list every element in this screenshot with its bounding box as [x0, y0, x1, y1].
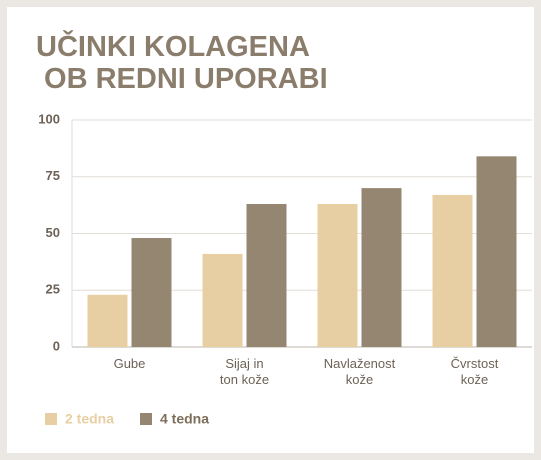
x-tick-label: Čvrstost kože [450, 356, 499, 387]
legend-label: 2 tedna [65, 411, 114, 427]
bar [246, 203, 287, 347]
x-tick-label: Sijaj in ton kože [219, 356, 270, 387]
x-tick-label: Gube [113, 356, 146, 371]
y-tick-label: 100 [38, 111, 60, 126]
legend-swatch [45, 413, 57, 425]
legend-label: 4 tedna [160, 411, 209, 427]
bar [202, 253, 243, 347]
bar [361, 188, 402, 347]
chart-title: UČINKI KOLAGENA OB REDNI UPORABI [36, 29, 328, 95]
bar [317, 203, 358, 347]
y-tick-label: 0 [53, 338, 60, 353]
legend-swatch [140, 413, 152, 425]
bar [432, 194, 473, 347]
y-tick-label: 25 [46, 282, 60, 297]
x-tick-label: Navlaženost kože [323, 356, 396, 387]
bar [131, 238, 172, 347]
y-tick-label: 75 [46, 168, 60, 183]
bar [476, 156, 517, 347]
bar [87, 294, 128, 347]
y-tick-label: 50 [46, 225, 60, 240]
